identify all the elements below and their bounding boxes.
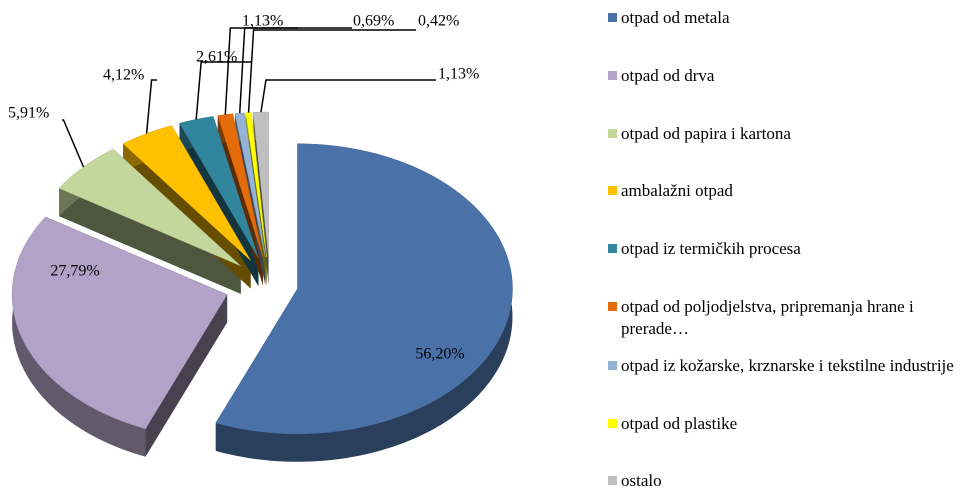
legend-swatch — [608, 71, 617, 80]
legend-item: otpad iz termičkih procesa — [608, 238, 963, 260]
legend-label: otpad od poljodjelstva, pripremanja hran… — [621, 297, 914, 338]
legend-item: otpad od papira i kartona — [608, 123, 963, 145]
legend-label: otpad od papira i kartona — [621, 124, 791, 143]
slice-edge — [59, 188, 241, 294]
legend-item: otpad iz kožarske, krznarske i tekstilne… — [608, 355, 963, 377]
leader-line — [224, 27, 298, 115]
leader-line — [195, 61, 252, 120]
leader-line — [62, 119, 85, 168]
slice-side — [12, 216, 146, 457]
legend-label: ambalažni otpad — [621, 181, 733, 200]
data-label: 0,42% — [418, 13, 459, 30]
leader-line — [238, 27, 352, 114]
legend-item: otpad od poljodjelstva, pripremanja hran… — [608, 296, 963, 340]
data-label: 2,61% — [196, 49, 237, 66]
legend-swatch — [608, 361, 617, 370]
legend-swatch — [608, 244, 617, 253]
legend-swatch — [608, 476, 617, 485]
slice — [217, 113, 264, 258]
legend-item: ambalažni otpad — [608, 180, 963, 202]
slice-side — [215, 143, 513, 462]
slice — [11, 216, 228, 429]
data-label: 1,13% — [242, 13, 283, 30]
legend-item: otpad od drva — [608, 65, 963, 87]
leader-line — [260, 79, 436, 113]
leader-line — [145, 79, 157, 134]
legend-swatch — [608, 129, 617, 138]
data-label: 0,69% — [353, 13, 394, 30]
data-label: 27,79% — [50, 263, 99, 280]
slice — [253, 111, 269, 258]
slice — [58, 148, 241, 267]
data-label: 4,12% — [103, 67, 144, 84]
legend-item: otpad od metala — [608, 7, 963, 29]
leader-line — [247, 29, 416, 113]
legend-label: otpad iz termičkih procesa — [621, 239, 801, 258]
legend-item: otpad od plastike — [608, 413, 963, 435]
legend-swatch — [608, 419, 617, 428]
legend-swatch — [608, 302, 617, 311]
slice-edge — [145, 294, 228, 457]
legend-label: otpad od metala — [621, 8, 730, 27]
data-label: 56,20% — [415, 346, 464, 363]
legend-swatch — [608, 186, 617, 195]
data-label: 1,13% — [438, 66, 479, 83]
legend-item: ostalo — [608, 470, 963, 490]
legend-label: otpad od plastike — [621, 414, 738, 433]
data-label: 5,91% — [8, 105, 49, 122]
legend-label: ostalo — [621, 471, 662, 490]
legend-label: otpad od drva — [621, 66, 715, 85]
slice-tops — [11, 111, 513, 435]
slice — [215, 143, 513, 435]
legend-label: otpad iz kožarske, krznarske i tekstilne… — [621, 356, 954, 375]
legend-swatch — [608, 13, 617, 22]
